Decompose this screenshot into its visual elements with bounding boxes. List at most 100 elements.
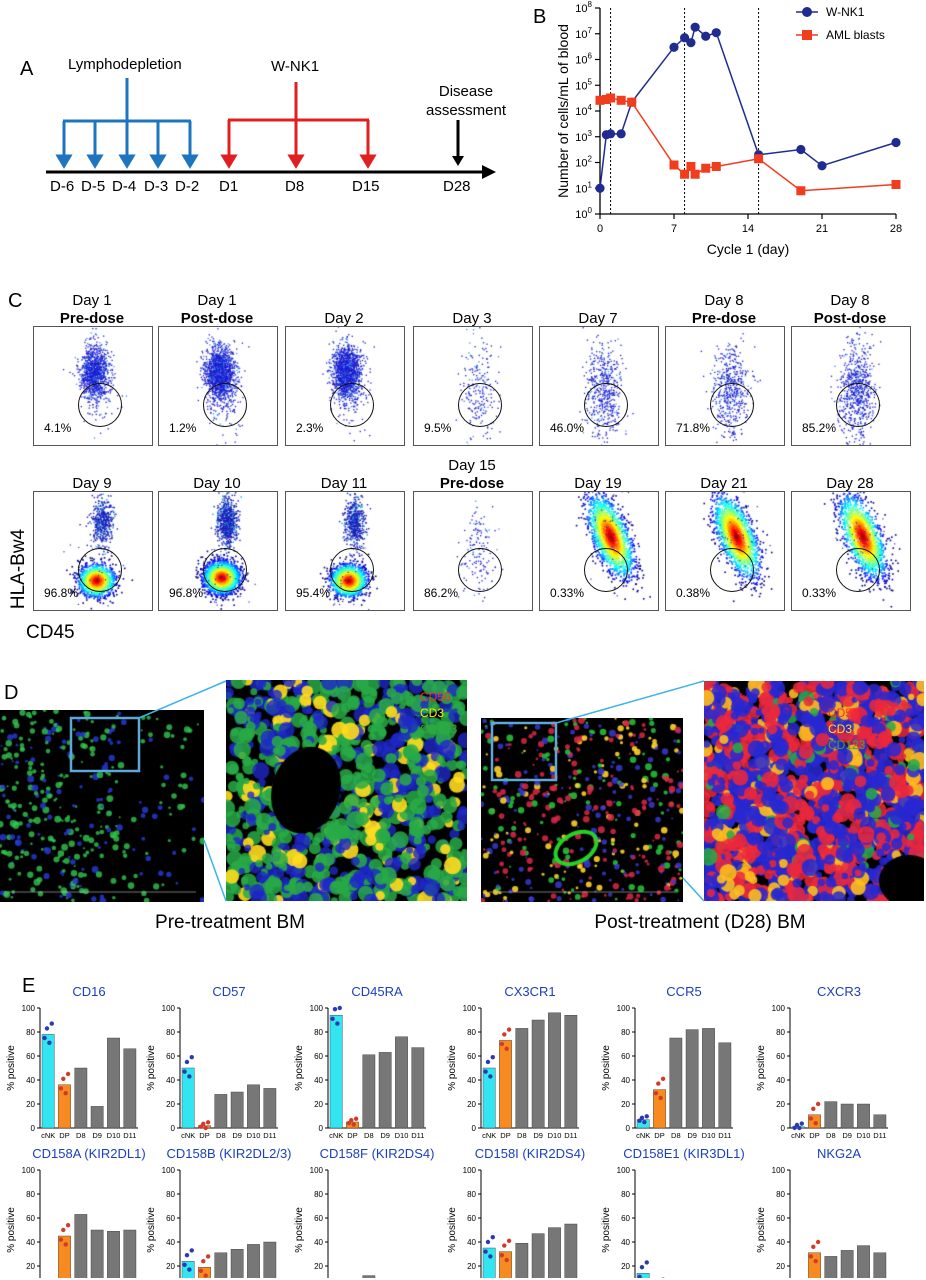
category-label: D11	[123, 1131, 136, 1140]
category-label: cNK	[636, 1131, 650, 1140]
y-tick-label: 40	[621, 1238, 630, 1247]
y-axis-label: % positive	[146, 1045, 157, 1091]
day-label: D28	[443, 178, 471, 195]
bar-chart-title: CD16	[72, 984, 105, 999]
x-tick-label: 21	[816, 223, 828, 235]
bar-chart-title: CD158B (KIR2DL2/3)	[167, 1146, 292, 1161]
y-tick-label: 100	[772, 1166, 786, 1175]
data-point	[711, 161, 721, 171]
bar	[58, 1235, 71, 1278]
y-tick-label: 100	[617, 1004, 631, 1013]
y-tick-label: 60	[467, 1214, 476, 1223]
replicate-point	[203, 1273, 208, 1278]
y-tick-label: 80	[467, 1028, 476, 1037]
zoom-connector-lines	[69, 680, 705, 902]
category-label: D9	[687, 1131, 697, 1140]
data-point	[595, 183, 605, 193]
y-tick-label: 103	[575, 129, 592, 144]
y-tick-label: 80	[314, 1028, 323, 1037]
bar	[515, 1243, 529, 1278]
x-axis-label: Cycle 1 (day)	[707, 241, 789, 257]
gate-percentage: 85.2%	[802, 421, 837, 435]
bar	[653, 1089, 666, 1129]
y-axis-label: % positive	[6, 1045, 17, 1091]
y-tick-label: 40	[467, 1076, 476, 1085]
y-tick-label: 0	[626, 1124, 631, 1133]
gate-circle	[330, 548, 374, 592]
flow-plot-title: Day 2	[275, 310, 413, 328]
flow-plot-timepoint: Pre-dose	[59, 310, 125, 327]
replicate-point	[201, 1259, 206, 1264]
replicate-point	[187, 1074, 192, 1079]
y-tick-label: 100	[310, 1004, 324, 1013]
flow-plot: 1.2%	[158, 326, 278, 446]
flow-plot-day: Day 15	[448, 457, 496, 474]
category-label: DP	[59, 1131, 69, 1140]
legend-marker	[802, 7, 812, 17]
flow-plot-timepoint: Pre-dose	[691, 310, 757, 327]
replicate-point	[203, 1125, 208, 1131]
replicate-point	[65, 1223, 71, 1228]
y-tick-label: 108	[575, 0, 592, 15]
replicate-point	[47, 1040, 52, 1045]
replicate-point	[811, 1244, 816, 1249]
replicate-point	[349, 1118, 354, 1123]
category-label: D10	[107, 1131, 121, 1140]
bar	[362, 1054, 376, 1129]
gate-circle	[584, 548, 628, 592]
y-axis-label: % positive	[146, 1207, 157, 1253]
bar	[840, 1250, 854, 1278]
bar	[123, 1229, 137, 1278]
replicate-point	[182, 1262, 187, 1267]
replicate-point	[488, 1074, 493, 1079]
y-tick-label: 100	[617, 1166, 631, 1175]
category-label: D10	[702, 1131, 716, 1140]
bar	[214, 1252, 228, 1278]
bar-chart: CD16 0 20 40 60 80 100 % positive cNK DP D8 D9 D10 D1…	[6, 984, 138, 1140]
data-point	[686, 38, 696, 48]
y-axis-label: % positive	[601, 1207, 612, 1253]
bar	[531, 1019, 545, 1129]
data-point	[891, 137, 901, 148]
bar	[873, 1252, 887, 1278]
bar	[840, 1103, 854, 1129]
post-treatment-overview-image	[481, 718, 683, 902]
replicate-point	[502, 1243, 507, 1248]
y-tick-label: 100	[22, 1166, 36, 1175]
y-tick-label: 80	[776, 1190, 785, 1199]
bar	[411, 1047, 425, 1129]
y-tick-label: 0	[781, 1124, 786, 1133]
gate-circle	[710, 383, 754, 427]
flow-plot: 96.8%	[33, 491, 153, 611]
legend-label: AML blasts	[826, 28, 885, 42]
bar	[564, 1223, 578, 1278]
category-label: D8	[364, 1131, 374, 1140]
replicate-point	[337, 1005, 342, 1011]
y-tick-label: 107	[575, 26, 592, 41]
gate-percentage: 95.4%	[296, 586, 331, 600]
gate-circle	[203, 548, 247, 592]
replicate-point	[189, 1248, 194, 1253]
replicate-point	[506, 1238, 512, 1243]
replicate-point	[182, 1069, 187, 1074]
bar	[362, 1275, 376, 1278]
disease-assessment-line2: assessment	[426, 102, 507, 119]
category-label: D11	[718, 1131, 731, 1140]
gate-percentage: 2.3%	[296, 421, 324, 435]
bar-chart-title: CD45RA	[351, 984, 403, 999]
data-point	[796, 186, 806, 196]
day-label: D-5	[81, 178, 106, 195]
replicate-point	[483, 1069, 488, 1074]
flow-plot-day: Day 21	[700, 475, 748, 492]
gate-percentage: 46.0%	[550, 421, 585, 435]
category-label: D8	[517, 1131, 527, 1140]
gate-circle	[836, 383, 880, 427]
category-label: cNK	[329, 1131, 343, 1140]
y-tick-label: 0	[31, 1124, 36, 1133]
y-tick-label: 80	[314, 1190, 323, 1199]
y-tick-label: 0	[319, 1124, 324, 1133]
flow-plot: 0.33%	[539, 491, 659, 611]
replicate-point	[332, 1007, 338, 1012]
pre-treatment-overview-image	[0, 710, 204, 902]
